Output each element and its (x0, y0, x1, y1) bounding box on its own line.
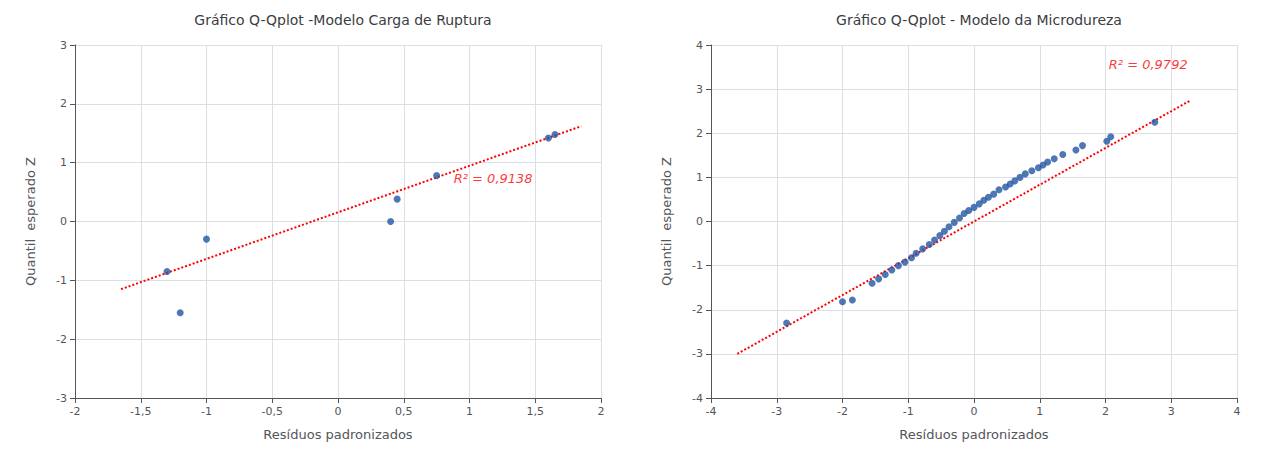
svg-text:3: 3 (60, 39, 67, 52)
svg-text:-1: -1 (692, 259, 703, 272)
svg-text:1: 1 (696, 171, 703, 184)
svg-text:4: 4 (696, 39, 703, 52)
svg-text:2: 2 (1102, 405, 1109, 418)
svg-text:-1: -1 (56, 274, 67, 287)
svg-text:1: 1 (1036, 405, 1043, 418)
svg-text:0: 0 (971, 405, 978, 418)
svg-text:Resíduos padronizados: Resíduos padronizados (263, 427, 413, 442)
svg-text:-2: -2 (837, 405, 848, 418)
svg-text:R² = 0,9138: R² = 0,9138 (454, 171, 533, 186)
svg-text:2: 2 (696, 127, 703, 140)
svg-text:0,5: 0,5 (395, 405, 413, 418)
svg-text:4: 4 (1234, 405, 1241, 418)
svg-text:3: 3 (1168, 405, 1175, 418)
svg-text:-2: -2 (70, 405, 81, 418)
svg-text:-3: -3 (56, 392, 67, 405)
svg-text:Gráfico Q-Qplot - Modelo da Mi: Gráfico Q-Qplot - Modelo da Microdureza (836, 12, 1122, 28)
svg-text:-4: -4 (692, 392, 703, 405)
svg-text:R² = 0,9792: R² = 0,9792 (1109, 57, 1188, 72)
svg-text:2: 2 (60, 97, 67, 110)
svg-text:-3: -3 (771, 405, 782, 418)
svg-text:0: 0 (60, 215, 67, 228)
svg-text:Resíduos padronizados: Resíduos padronizados (899, 427, 1049, 442)
svg-text:-2: -2 (692, 303, 703, 316)
svg-text:1: 1 (466, 405, 473, 418)
svg-text:-1: -1 (201, 405, 212, 418)
svg-text:-4: -4 (706, 405, 717, 418)
svg-text:-0,5: -0,5 (262, 405, 283, 418)
svg-text:2: 2 (598, 405, 605, 418)
svg-text:1: 1 (60, 156, 67, 169)
svg-text:0: 0 (696, 215, 703, 228)
svg-text:-1: -1 (903, 405, 914, 418)
svg-text:-1,5: -1,5 (130, 405, 151, 418)
svg-text:Gráfico Q-Qplot -Modelo Carga: Gráfico Q-Qplot -Modelo Carga de Ruptura (194, 12, 491, 28)
svg-text:-2: -2 (56, 333, 67, 346)
svg-text:0: 0 (335, 405, 342, 418)
svg-text:Quantil esperado Z: Quantil esperado Z (659, 157, 674, 286)
svg-text:1,5: 1,5 (527, 405, 545, 418)
svg-text:Quantil esperado Z: Quantil esperado Z (23, 157, 38, 286)
svg-text:3: 3 (696, 83, 703, 96)
svg-text:-3: -3 (692, 347, 703, 360)
